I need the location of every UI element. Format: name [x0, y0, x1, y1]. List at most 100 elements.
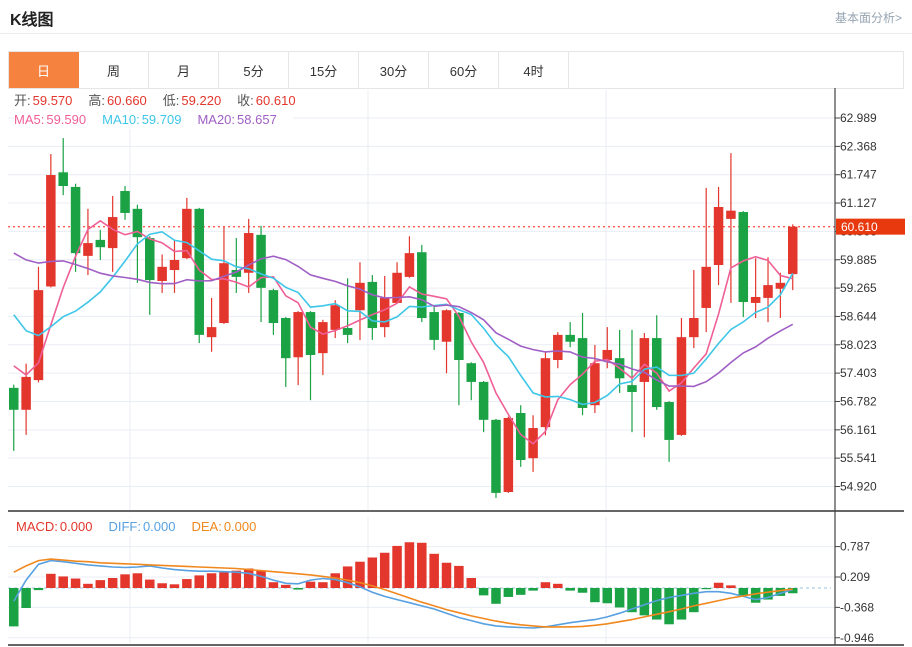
candle-body — [565, 334, 575, 342]
candle-body — [157, 266, 167, 281]
macd-bar — [219, 572, 229, 588]
ohlc-value: 59.570 — [32, 93, 73, 108]
ma-item-0: MA5: 59.590 — [14, 112, 86, 127]
macd-bar — [305, 581, 316, 588]
candle-body — [206, 327, 217, 338]
candle-body — [46, 175, 56, 287]
macd-bar — [392, 545, 402, 588]
macd-legend-item-1: DIFF: 0.000 — [108, 519, 175, 534]
macd-bar — [491, 588, 501, 604]
tab-period-4[interactable]: 15分 — [289, 52, 359, 88]
candle-body — [478, 381, 489, 420]
ohlc-label: 低: — [162, 93, 180, 108]
candle-body — [95, 239, 106, 248]
candle-body — [689, 317, 699, 338]
price-axis-label: 56.161 — [840, 423, 877, 437]
macd-legend-item-0: MACD: 0.000 — [16, 519, 92, 534]
tab-period-3[interactable]: 5分 — [219, 52, 289, 88]
ma-label: MA5: — [14, 112, 45, 127]
macd-bar — [9, 588, 19, 627]
macd-bar — [132, 573, 143, 588]
ma-legend: MA5: 59.590 MA10: 59.709 MA20: 58.657 — [14, 111, 293, 129]
ohlc-item-0: 开: 59.570 — [14, 93, 72, 108]
macd-axis-label: 0.209 — [840, 570, 870, 584]
page-title: K线图 — [10, 12, 54, 29]
candle-body — [256, 234, 266, 288]
macd-bar — [454, 565, 464, 588]
price-axis-label: 61.127 — [840, 196, 877, 210]
macd-bar — [231, 570, 242, 588]
macd-bar — [651, 588, 662, 620]
macd-bar — [206, 573, 217, 588]
macd-bar — [750, 588, 761, 603]
candle-body — [318, 322, 328, 354]
candle-body — [379, 297, 390, 328]
candle-body — [417, 252, 427, 318]
candle-body — [429, 312, 439, 340]
candle-body — [219, 263, 229, 324]
tab-period-5[interactable]: 30分 — [359, 52, 429, 88]
current-price-badge-label: 60.610 — [841, 220, 878, 234]
macd-bar — [182, 579, 192, 588]
candle-body — [231, 270, 242, 277]
period-tab-bar: 日周月 5分 15分 30分 60分 4时 — [8, 51, 904, 89]
candle-body — [268, 290, 279, 324]
macd-bar — [787, 588, 798, 594]
macd-bar — [553, 583, 563, 588]
macd-bar — [83, 583, 93, 588]
candle-body — [763, 285, 773, 298]
ohlc-item-3: 收: 60.610 — [237, 93, 295, 108]
price-axis-label: 59.885 — [840, 253, 877, 267]
candle-body — [664, 402, 674, 440]
candle-body — [713, 207, 724, 266]
ma-value: 58.657 — [237, 112, 277, 127]
macd-bar — [120, 574, 130, 588]
macd-bar — [256, 570, 266, 588]
macd-bar — [417, 542, 427, 588]
ma5-line — [13, 219, 793, 445]
tab-period-6[interactable]: 60分 — [429, 52, 499, 88]
tab-period-2[interactable]: 月 — [149, 52, 219, 88]
macd-bar — [107, 578, 118, 588]
macd-bar — [33, 588, 44, 591]
ma10-line — [13, 231, 794, 406]
header-divider — [0, 33, 912, 34]
tab-period-1[interactable]: 周 — [79, 52, 149, 88]
macd-bar — [429, 553, 439, 588]
candle-body — [750, 296, 761, 303]
macd-bar — [540, 582, 551, 588]
macd-axis-label: -0.946 — [840, 631, 874, 645]
price-axis-label: 62.989 — [840, 111, 877, 125]
candle-body — [627, 385, 637, 392]
macd-bar — [441, 562, 452, 588]
macd-bar — [614, 588, 625, 608]
fundamental-analysis-link[interactable]: 基本面分析> — [834, 11, 902, 25]
ma-value: 59.590 — [46, 112, 87, 127]
price-axis-label: 57.403 — [840, 366, 877, 380]
macd-axis-label: -0.368 — [840, 600, 874, 614]
macd-bar — [367, 557, 378, 588]
macd-bar — [478, 588, 489, 596]
macd-layer — [9, 542, 798, 629]
tab-period-7[interactable]: 4时 — [499, 52, 569, 88]
macd-bar — [701, 588, 711, 590]
macd-bar — [194, 575, 204, 588]
ohlc-legend: 开: 59.570 高: 60.660 低: 59.220 收: 60.610 — [14, 92, 312, 110]
macd-bar — [590, 588, 600, 603]
macd-bar — [268, 582, 279, 588]
macd-legend-value: 0.000 — [223, 519, 257, 534]
candle-body — [9, 387, 19, 410]
candle-body — [83, 243, 93, 256]
current-price-badge — [836, 218, 905, 235]
price-axis-label: 62.368 — [840, 139, 877, 153]
candles-layer — [9, 138, 798, 498]
macd-bar — [676, 588, 687, 620]
price-axis-label: 58.644 — [840, 309, 877, 323]
candle-body — [787, 226, 798, 275]
macd-legend-label: DEA: — [191, 519, 222, 534]
tab-period-0[interactable]: 日 — [9, 52, 79, 88]
macd-bar — [639, 588, 650, 616]
candle-body — [367, 281, 378, 329]
